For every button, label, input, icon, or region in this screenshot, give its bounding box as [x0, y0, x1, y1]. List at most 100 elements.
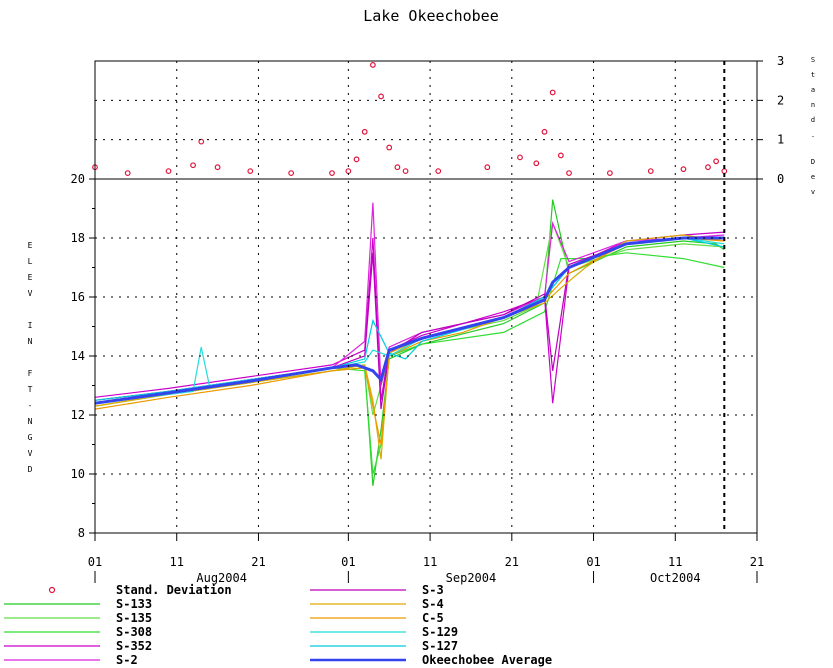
std-dev-point	[566, 170, 572, 177]
std-dev-point	[557, 152, 564, 159]
month-label: Aug2004	[196, 571, 247, 585]
std-dev-point	[353, 156, 360, 163]
std-dev-point	[713, 158, 720, 165]
plot-frame	[94, 60, 758, 534]
std-dev-point	[247, 168, 254, 175]
std-dev-point	[606, 170, 613, 177]
legend-label: S-2	[116, 653, 138, 667]
std-dev-point	[288, 170, 295, 177]
std-dev-point	[190, 162, 196, 169]
y2-tick-label: 2	[777, 93, 784, 107]
std-dev-point	[198, 138, 205, 145]
std-dev-point	[721, 168, 728, 175]
series-line	[94, 237, 725, 410]
ylabel-letter: -	[28, 401, 33, 410]
legend-label: S-352	[116, 639, 152, 653]
x-tick-label: 21	[251, 555, 265, 569]
y2-tick-label: 1	[777, 133, 784, 147]
x-tick-label: 11	[423, 555, 437, 569]
ylabel-letter: N	[28, 337, 33, 346]
std-dev-point	[517, 154, 523, 161]
legend-label: S-308	[116, 625, 152, 639]
series-line	[94, 231, 725, 404]
legend-label: S-3	[422, 583, 444, 597]
y-tick-label: 18	[71, 231, 85, 245]
std-dev-point	[329, 170, 335, 177]
ylabel-letter: L	[28, 257, 33, 266]
std-dev-point	[435, 168, 442, 175]
month-label: Oct2004	[650, 571, 701, 585]
legend-label: Okeechobee Average	[422, 653, 552, 667]
y-tick-label: 14	[71, 349, 85, 363]
std-dev-point	[214, 164, 221, 171]
y2label-letter: .	[811, 131, 815, 139]
legend-label: S-135	[116, 611, 152, 625]
series-line	[94, 202, 725, 404]
series-line	[94, 236, 725, 405]
x-tick-label: 01	[586, 555, 600, 569]
series-line	[94, 237, 725, 404]
std-dev-point	[124, 170, 131, 177]
legend-label: S-133	[116, 597, 152, 611]
y2label-letter: v	[811, 188, 815, 196]
y2-tick-label: 3	[777, 54, 784, 68]
std-dev-point	[533, 160, 540, 167]
y-tick-label: 20	[71, 172, 85, 186]
x-tick-label: 11	[170, 555, 184, 569]
ylabel-letter: V	[28, 449, 33, 458]
std-dev-point	[549, 89, 556, 96]
x-tick-label: 21	[750, 555, 764, 569]
y2label-letter: S	[811, 56, 815, 64]
ylabel-letter: N	[28, 417, 33, 426]
x-tick-label: 11	[668, 555, 682, 569]
y2label-letter: e	[811, 173, 815, 181]
std-dev-point	[369, 62, 376, 68]
std-dev-point	[705, 164, 711, 171]
std-dev-point	[394, 164, 401, 171]
y2label-letter: a	[811, 86, 815, 94]
y-tick-label: 8	[78, 526, 85, 540]
y2label-letter: t	[811, 71, 815, 79]
chart-title: Lake Okeechobee	[363, 7, 498, 25]
std-dev-panel	[92, 62, 728, 177]
ylabel-letter: I	[28, 321, 33, 330]
y-tick-label: 12	[71, 408, 85, 422]
elevation-panel	[94, 199, 725, 486]
ylabel-letter: V	[28, 289, 33, 298]
std-dev-point	[386, 144, 393, 151]
series-line	[94, 237, 725, 401]
y-tick-label: 16	[71, 290, 85, 304]
legend-label: S-4	[422, 597, 444, 611]
legend-label: C-5	[422, 611, 444, 625]
std-dev-point	[345, 168, 352, 175]
x-tick-label: 01	[88, 555, 102, 569]
series-line	[94, 252, 725, 475]
y-tick-label: 10	[71, 467, 85, 481]
y2-tick-label: 0	[777, 172, 784, 186]
series-line	[94, 221, 725, 416]
month-label: Sep2004	[446, 571, 497, 585]
ylabel-letter: E	[28, 273, 33, 282]
legend-marker	[48, 586, 56, 594]
std-dev-point	[165, 168, 172, 175]
legend-label: Stand. Deviation	[116, 583, 232, 597]
ylabel-letter: F	[28, 369, 33, 378]
legend-label: S-129	[422, 625, 458, 639]
legend-label: S-127	[422, 639, 458, 653]
ylabel-letter: T	[28, 385, 33, 394]
y2label-letter: d	[811, 116, 815, 124]
std-dev-point	[680, 166, 687, 173]
x-tick-label: 01	[341, 555, 355, 569]
std-dev-point	[378, 93, 384, 100]
std-dev-point	[484, 164, 491, 171]
y2label-letter: D	[811, 158, 815, 166]
std-dev-point	[402, 168, 409, 175]
ylabel-letter: E	[28, 241, 33, 250]
y2label-letter: n	[811, 101, 815, 109]
std-dev-point	[541, 128, 548, 135]
x-tick-label: 21	[505, 555, 519, 569]
std-dev-point	[647, 168, 654, 175]
